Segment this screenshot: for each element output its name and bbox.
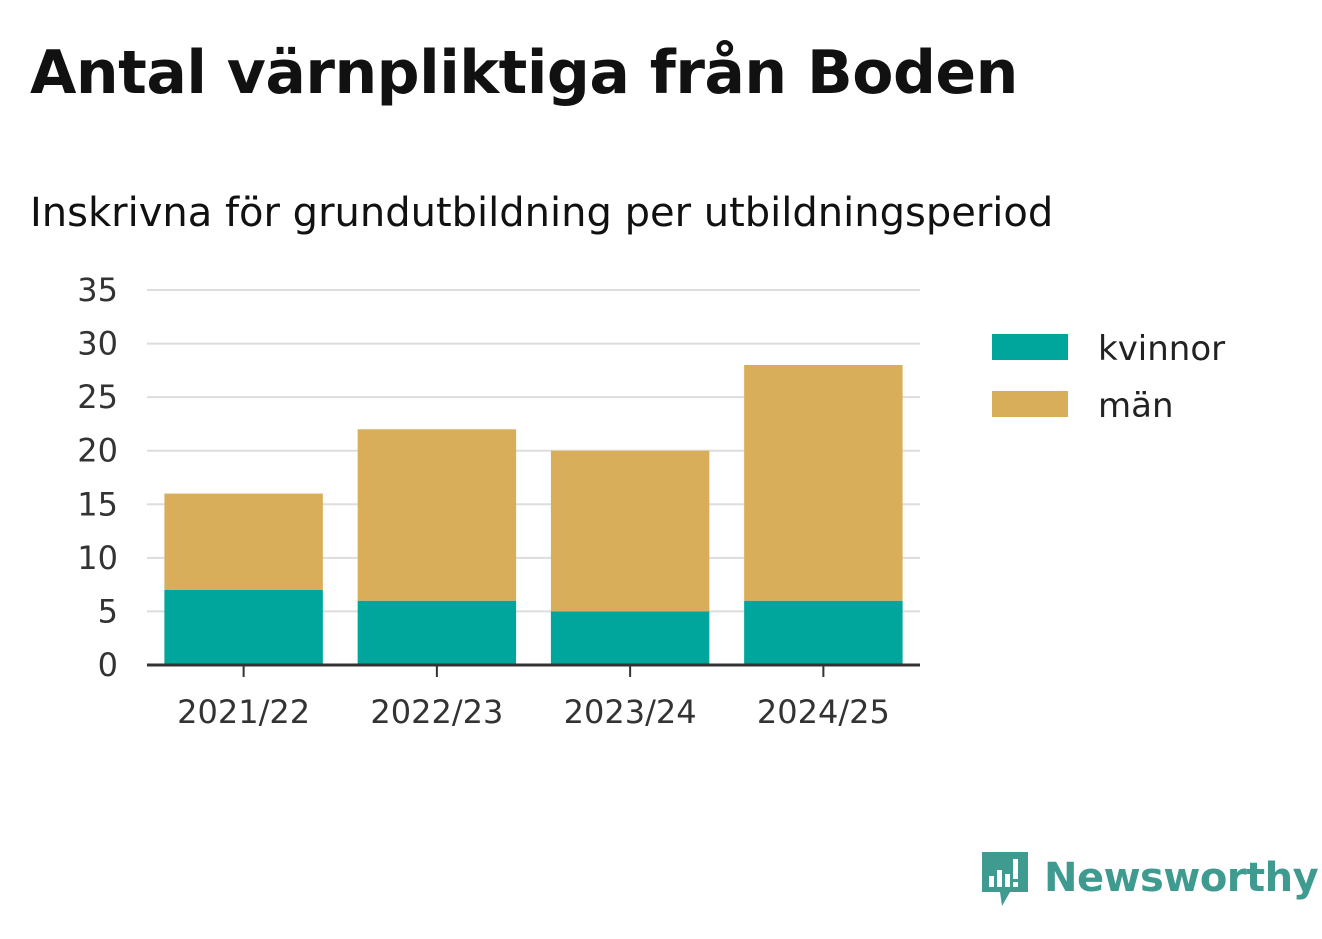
y-tick-label: 0 <box>98 646 118 684</box>
bar-segment-man <box>164 493 323 590</box>
y-axis-ticks: 0 5 10 15 20 25 30 35 <box>77 271 118 684</box>
bar-segment-man <box>550 450 710 612</box>
bars <box>164 365 903 665</box>
x-tick-label: 2023/24 <box>564 693 697 731</box>
y-tick-label: 10 <box>77 539 118 577</box>
legend-swatch <box>992 334 1068 360</box>
y-tick-label: 35 <box>77 271 118 309</box>
legend-label: män <box>1098 386 1174 426</box>
x-axis: 2021/22 2022/23 2023/24 2024/25 <box>147 663 920 731</box>
y-tick-label: 25 <box>77 378 118 416</box>
x-tick-label: 2024/25 <box>757 693 890 731</box>
y-tick-label: 30 <box>77 325 118 363</box>
brand-name: Newsworthy <box>1044 855 1319 901</box>
legend-label: kvinnor <box>1098 329 1225 369</box>
chart-subtitle: Inskrivna för grundutbildning per utbild… <box>30 190 1054 236</box>
newsworthy-logo: Newsworthy <box>980 848 1319 908</box>
bar-segment-kvinnor <box>744 600 903 665</box>
legend: kvinnor män <box>992 329 1225 426</box>
x-tick-label: 2022/23 <box>370 693 503 731</box>
legend-swatch <box>992 391 1068 417</box>
bar-segment-kvinnor <box>357 600 517 665</box>
bar-segment-man <box>744 365 903 601</box>
y-tick-label: 5 <box>98 592 118 630</box>
bar-segment-man <box>357 429 517 601</box>
newsworthy-logo-icon <box>982 852 1028 906</box>
y-tick-label: 20 <box>77 432 118 470</box>
chart-title: Antal värnpliktiga från Boden <box>30 38 1018 108</box>
x-tick-label: 2021/22 <box>177 693 310 731</box>
bar-segment-kvinnor <box>550 611 710 665</box>
bar-segment-kvinnor <box>164 590 323 665</box>
y-tick-label: 15 <box>77 485 118 523</box>
